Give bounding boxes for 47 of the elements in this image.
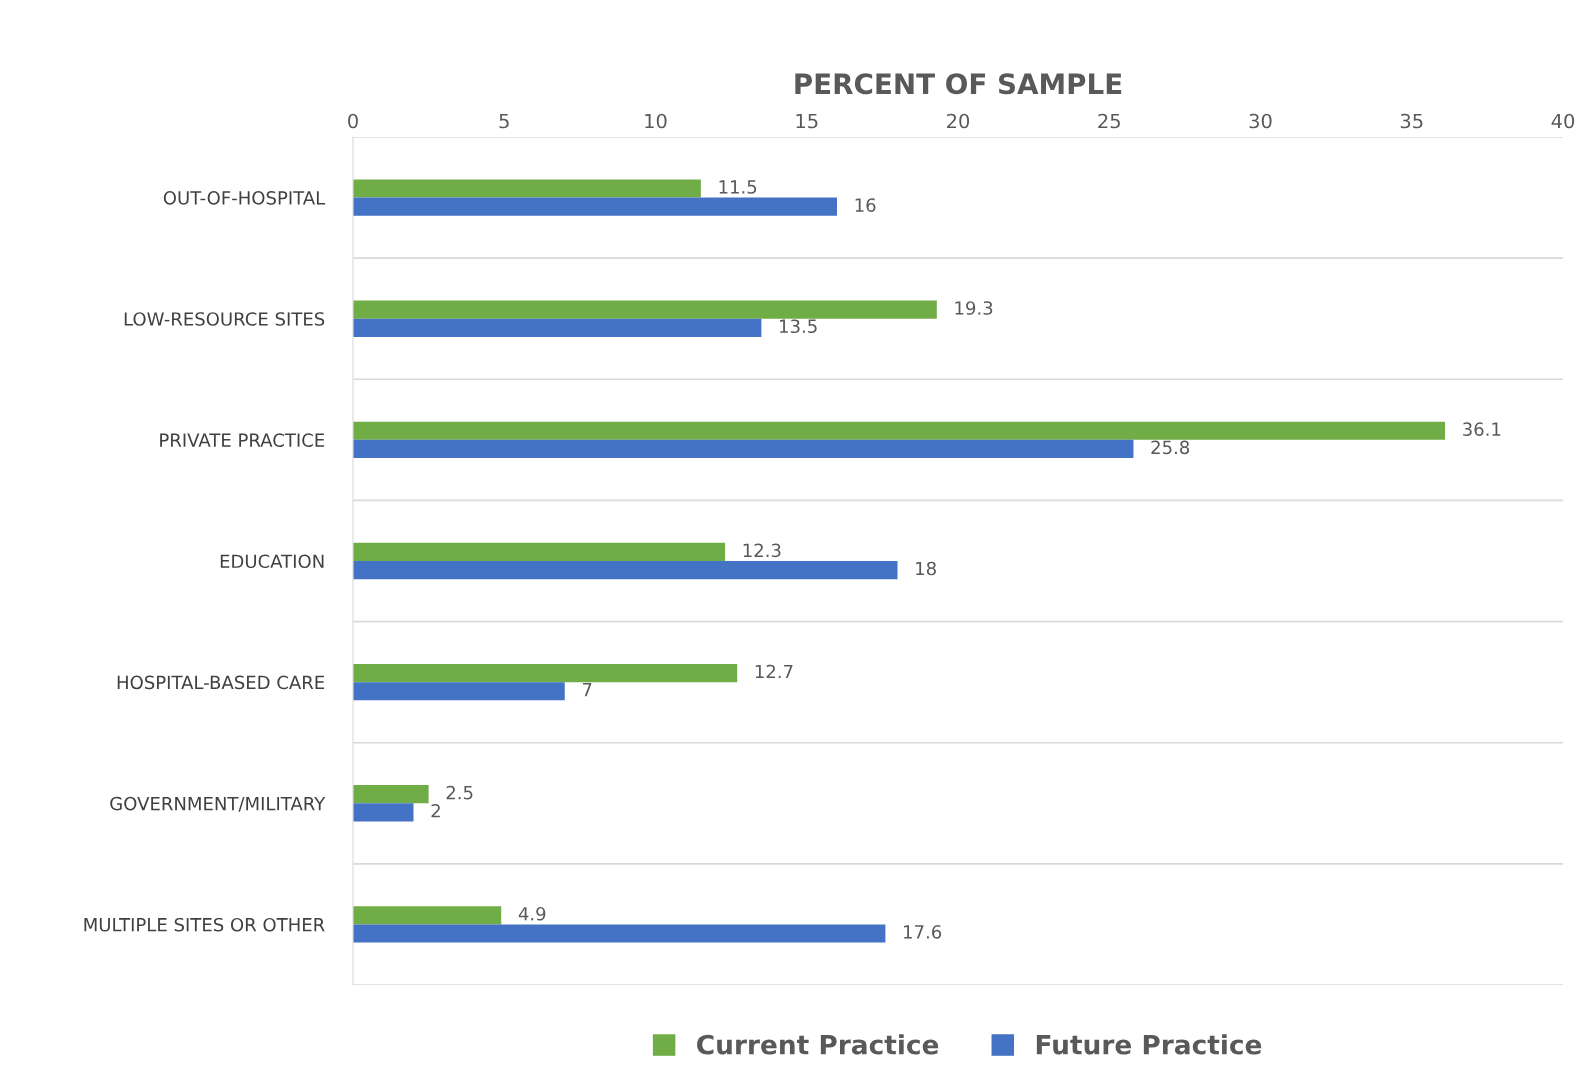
bar [353, 682, 565, 701]
y-tick-label: HOSPITAL-BASED CARE [117, 675, 325, 690]
data-label: 13.5 [780, 319, 817, 334]
y-tick-label: EDUCATION [220, 554, 324, 569]
data-label: 36.1 [1463, 422, 1501, 437]
bar [353, 318, 762, 337]
bar [353, 197, 837, 216]
y-tick-label: MULTIPLE SITES OR OTHER [84, 917, 325, 932]
bar [353, 439, 1134, 459]
data-label: 17.6 [904, 925, 942, 939]
data-label: 16 [855, 198, 876, 212]
bar [353, 300, 937, 319]
x-axis-title: PERCENT OF SAMPLE [795, 73, 1122, 95]
bar [353, 663, 738, 683]
bar [353, 421, 1446, 440]
data-label: 2 [431, 803, 440, 818]
y-tick-label: GOVERNMENT/MILITARY [110, 796, 326, 812]
x-tick-label: 20 [947, 113, 970, 129]
x-tick-label: 25 [1098, 113, 1120, 129]
x-tick-label: 30 [1249, 113, 1272, 129]
bar [353, 561, 898, 580]
data-label: 25.8 [1151, 440, 1190, 455]
bar [353, 924, 886, 943]
y-tick-label: PRIVATE PRACTICE [160, 433, 325, 447]
data-label: 11.5 [719, 180, 757, 194]
x-tick-label: 5 [499, 113, 509, 129]
x-tick-label: 40 [1551, 113, 1575, 129]
bar [353, 803, 414, 822]
y-tick-label: LOW-RESOURCE SITES [124, 312, 325, 326]
y-tick-label: OUT-OF-HOSPITAL [163, 191, 326, 205]
bar [353, 906, 502, 925]
bar [353, 542, 726, 561]
x-tick-label: 35 [1400, 113, 1423, 129]
x-tick-label: 0 [348, 113, 358, 129]
legend-label: Future Practice [1036, 1034, 1262, 1055]
data-label: 4.9 [518, 906, 546, 921]
x-tick-label: 15 [796, 113, 818, 129]
data-label: 12.7 [755, 664, 793, 679]
data-label: 18 [916, 561, 936, 576]
data-label: 2.5 [446, 785, 473, 800]
data-label: 7 [582, 683, 592, 697]
bar [353, 785, 429, 804]
bar [353, 179, 701, 198]
legend-label: Current Practice [697, 1034, 939, 1055]
x-tick-label: 10 [645, 113, 667, 129]
data-label: 12.3 [743, 543, 781, 558]
data-label: 19.3 [955, 301, 993, 315]
